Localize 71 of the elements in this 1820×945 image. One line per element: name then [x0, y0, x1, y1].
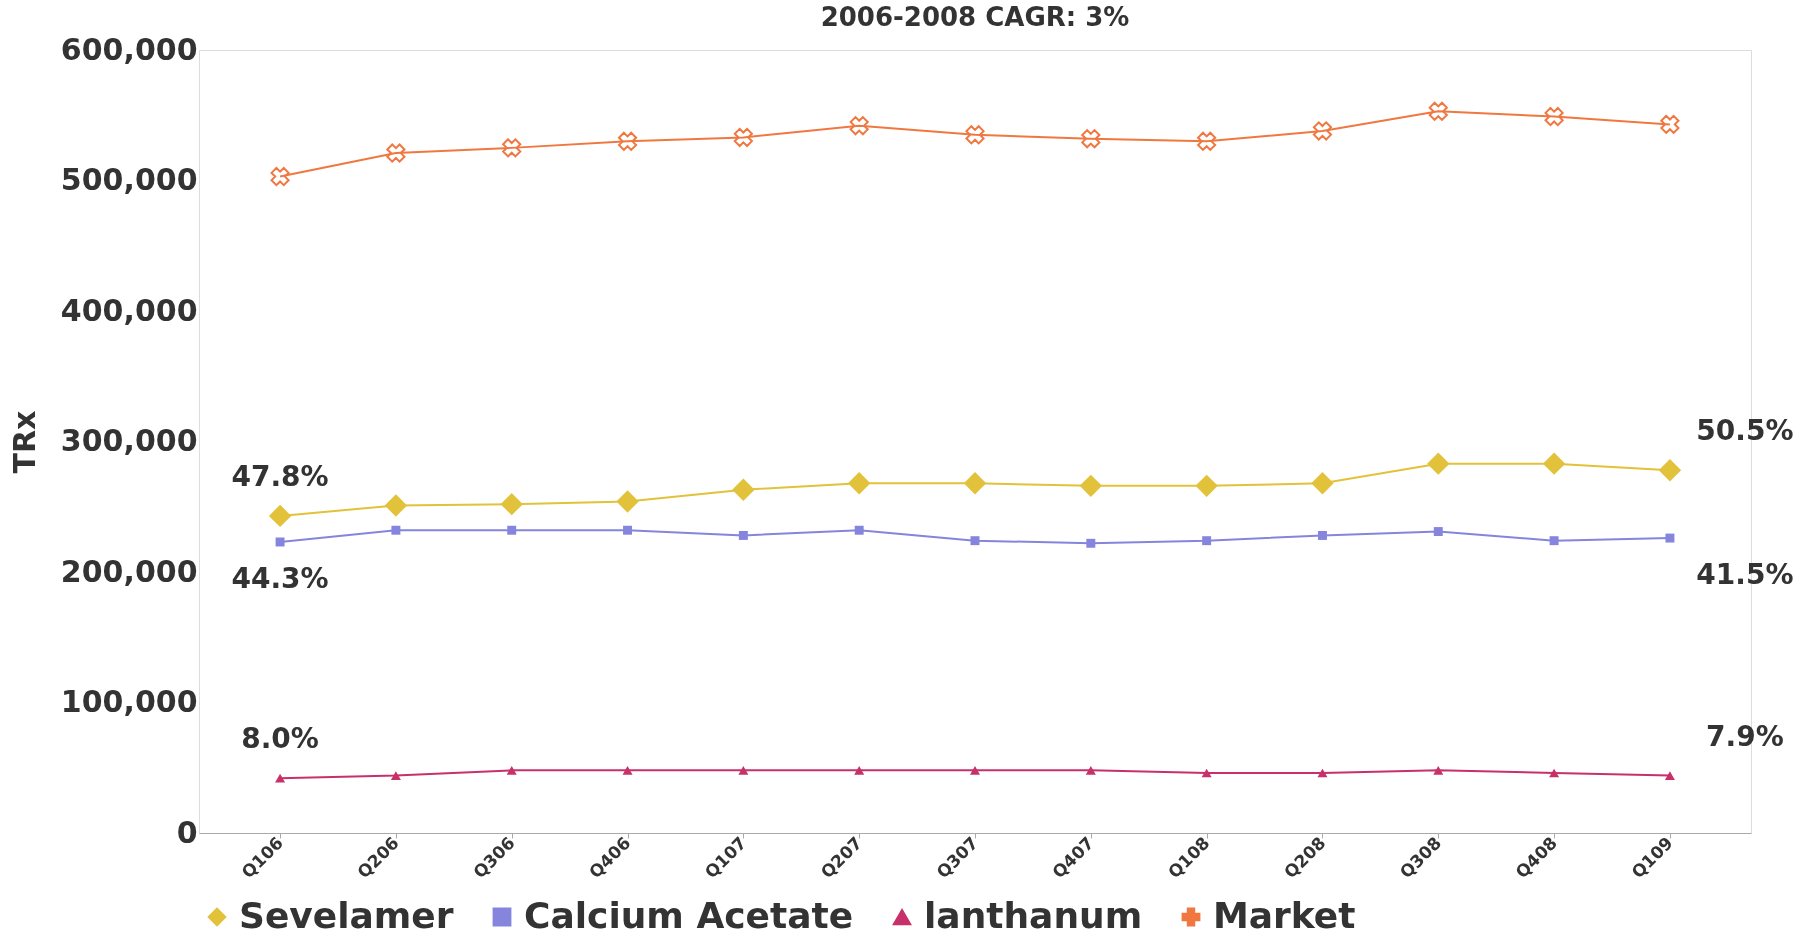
legend-label: Calcium Acetate	[524, 895, 854, 936]
point	[500, 492, 523, 516]
point	[970, 536, 980, 546]
point	[1195, 474, 1218, 498]
point	[623, 525, 633, 535]
y-axis-title: TRx	[6, 410, 42, 474]
point	[275, 773, 286, 783]
point	[1660, 114, 1680, 134]
y-tick-label: 100,000	[60, 684, 198, 719]
point	[1086, 538, 1096, 548]
point	[384, 494, 408, 517]
legend-label: Sevelamer	[239, 895, 454, 936]
annotation: 8.0%	[241, 722, 319, 756]
point	[268, 504, 292, 528]
point	[854, 525, 864, 535]
point	[270, 167, 290, 187]
point	[1433, 766, 1444, 775]
point	[502, 138, 522, 158]
y-tick-label: 200,000	[60, 553, 198, 589]
point	[970, 766, 980, 775]
point	[1664, 771, 1675, 780]
point	[1544, 106, 1564, 127]
legend-label: lanthanum	[924, 895, 1143, 936]
point	[622, 766, 633, 775]
point	[848, 472, 871, 495]
point	[1197, 131, 1217, 151]
y-tick-label: 300,000	[60, 423, 198, 458]
point	[1201, 768, 1212, 778]
point	[390, 771, 401, 780]
legend-label: Market	[1213, 895, 1356, 936]
point	[1658, 459, 1682, 482]
point	[1427, 452, 1450, 475]
point	[854, 766, 865, 775]
point	[1542, 452, 1566, 475]
point	[965, 125, 985, 145]
y-tick-label: 600,000	[60, 31, 198, 67]
chart-title: 2006-2008 CAGR: 3%	[820, 2, 1130, 32]
point	[275, 537, 285, 547]
point	[1202, 536, 1212, 546]
point	[1085, 766, 1096, 775]
point	[617, 131, 638, 151]
annotation: 47.8%	[231, 459, 329, 493]
point	[1549, 768, 1560, 778]
point	[507, 525, 517, 535]
point	[1549, 536, 1559, 546]
annotation: 41.5%	[1696, 558, 1794, 592]
y-tick-label: 400,000	[60, 292, 198, 328]
point	[1312, 121, 1333, 141]
point	[386, 143, 406, 163]
point	[616, 490, 639, 513]
point	[1433, 527, 1443, 537]
point	[1079, 474, 1102, 498]
point	[1081, 129, 1101, 149]
point	[738, 530, 748, 540]
y-tick-label: 0	[176, 814, 198, 850]
annotation: 50.5%	[1696, 414, 1794, 448]
point	[1317, 530, 1327, 540]
point	[732, 478, 755, 501]
point	[506, 766, 517, 775]
point	[849, 116, 869, 136]
point	[1311, 472, 1334, 495]
point	[1428, 101, 1448, 121]
point	[738, 766, 749, 775]
y-tick-label: 500,000	[60, 162, 198, 197]
point	[1665, 533, 1675, 543]
point	[963, 472, 987, 495]
point	[733, 127, 753, 148]
annotation: 7.9%	[1706, 719, 1784, 753]
annotation: 44.3%	[231, 561, 329, 595]
point	[1317, 768, 1328, 778]
point	[391, 525, 401, 535]
